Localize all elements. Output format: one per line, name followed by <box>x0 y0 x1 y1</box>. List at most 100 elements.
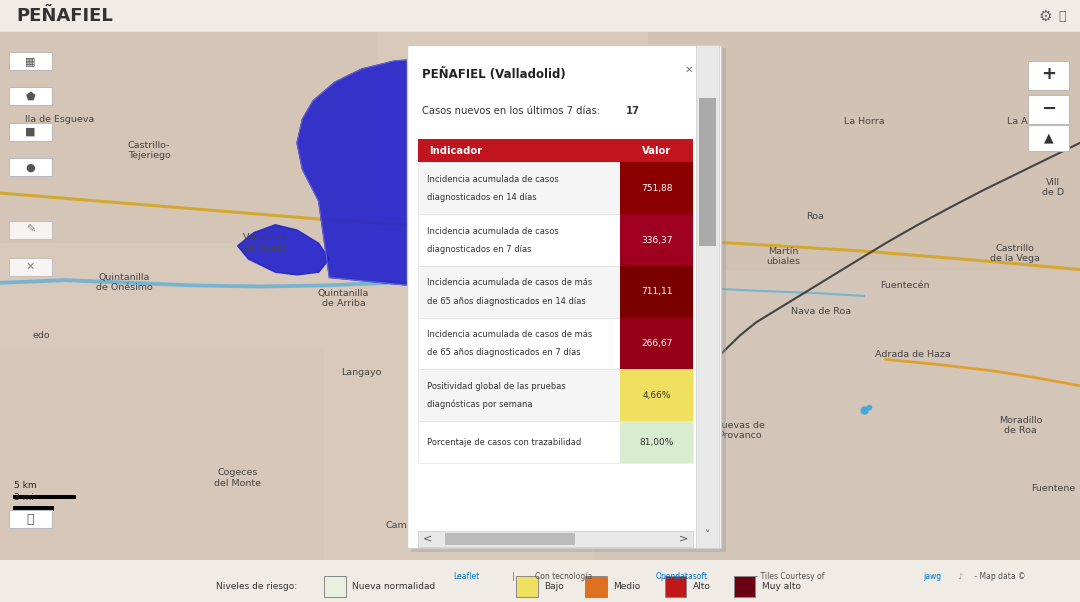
Text: jawg: jawg <box>923 573 942 582</box>
Text: Con tecnología: Con tecnología <box>535 573 594 582</box>
Text: La Ag: La Ag <box>1008 117 1034 126</box>
Text: Roa: Roa <box>807 213 824 222</box>
Text: Alto: Alto <box>693 582 711 591</box>
Text: Valbuena
de Duero: Valbuena de Duero <box>243 234 286 253</box>
Text: Fuentecén: Fuentecén <box>880 281 930 290</box>
Text: Porcentaje de casos con trazabilidad: Porcentaje de casos con trazabilidad <box>427 438 581 447</box>
Text: −: − <box>1041 99 1056 117</box>
Bar <box>516 576 538 597</box>
Text: diagnosticados en 14 días: diagnosticados en 14 días <box>427 193 537 202</box>
Text: Vill
de D: Vill de D <box>1042 178 1064 197</box>
Text: 336,37: 336,37 <box>640 235 673 244</box>
Bar <box>13 494 76 499</box>
Text: de 65 años diagnosticados en 7 días: de 65 años diagnosticados en 7 días <box>427 349 580 358</box>
Text: Leaflet: Leaflet <box>454 573 480 582</box>
Bar <box>418 266 693 318</box>
Text: 4,66%: 4,66% <box>643 391 671 400</box>
Text: ▦: ▦ <box>25 56 36 66</box>
Text: Castrillo
de la Vega: Castrillo de la Vega <box>990 244 1040 264</box>
Text: Positividad global de las pruebas: Positividad global de las pruebas <box>427 382 565 391</box>
Text: Medio: Medio <box>613 582 640 591</box>
Bar <box>0 32 378 243</box>
Text: Castrillo-
Tejeriego: Castrillo- Tejeriego <box>127 141 171 161</box>
Text: Muy alto: Muy alto <box>762 582 801 591</box>
Text: de 65 años diagnosticados en 14 días: de 65 años diagnosticados en 14 días <box>427 297 585 306</box>
Text: Campaspero: Campaspero <box>386 521 446 530</box>
Text: Martín
ubiales: Martín ubiales <box>766 247 800 266</box>
Bar <box>9 158 52 176</box>
Bar <box>9 123 52 141</box>
Bar <box>620 266 693 318</box>
Text: - Tiles Courtesy of: - Tiles Courtesy of <box>753 573 827 582</box>
Bar <box>418 163 693 214</box>
Text: Valor: Valor <box>642 146 672 156</box>
Text: +: + <box>1041 65 1056 83</box>
Bar <box>9 87 52 105</box>
Bar <box>407 45 721 548</box>
Text: ˅: ˅ <box>704 530 711 540</box>
Text: |: | <box>510 573 517 582</box>
Text: Bajo: Bajo <box>544 582 564 591</box>
Text: ■: ■ <box>25 127 36 137</box>
Bar <box>418 370 693 421</box>
Bar <box>1028 125 1069 150</box>
Text: PEÑAFIEL (Valladolid): PEÑAFIEL (Valladolid) <box>422 68 566 81</box>
Text: Incidencia acumulada de casos de más: Incidencia acumulada de casos de más <box>427 279 592 288</box>
Text: ♪: ♪ <box>956 573 963 582</box>
Bar <box>9 221 52 239</box>
Text: PEÑAFIEL: PEÑAFIEL <box>16 7 113 25</box>
Bar <box>648 32 1080 270</box>
Bar <box>418 214 693 266</box>
Text: 17: 17 <box>625 106 639 116</box>
Bar <box>699 98 716 246</box>
Text: >: > <box>678 534 688 544</box>
Text: Cogeces
del Monte: Cogeces del Monte <box>214 468 261 488</box>
Bar <box>9 510 52 529</box>
Text: 711,11: 711,11 <box>640 287 673 296</box>
Text: Incidencia acumulada de casos de más: Incidencia acumulada de casos de más <box>427 330 592 339</box>
Text: <: < <box>423 534 433 544</box>
Bar <box>734 576 756 597</box>
Polygon shape <box>297 58 594 285</box>
Bar <box>418 421 693 464</box>
Text: ✕: ✕ <box>26 262 35 272</box>
Text: edo: edo <box>32 331 50 340</box>
Text: 266,67: 266,67 <box>640 339 673 348</box>
Text: lla de Esgueva: lla de Esgueva <box>25 114 94 123</box>
Text: - Map data ©: - Map data © <box>972 573 1028 582</box>
Bar <box>620 163 693 214</box>
Text: 3 mi: 3 mi <box>14 493 35 502</box>
Bar <box>620 214 693 266</box>
Bar <box>585 576 607 597</box>
Bar <box>1028 61 1069 90</box>
Text: diagnosticados en 7 días: diagnosticados en 7 días <box>427 245 531 254</box>
Text: Nueva normalidad: Nueva normalidad <box>352 582 435 591</box>
Bar <box>594 270 1080 560</box>
Text: Opendatasoft: Opendatasoft <box>656 573 708 582</box>
Bar <box>9 52 52 70</box>
Bar <box>418 318 693 370</box>
Text: 751,88: 751,88 <box>640 184 673 193</box>
Text: Indicador: Indicador <box>429 146 482 156</box>
Bar <box>411 48 726 551</box>
Text: ⧉: ⧉ <box>27 513 33 526</box>
Bar <box>620 370 693 421</box>
Text: 81,00%: 81,00% <box>639 438 674 447</box>
Bar <box>665 576 687 597</box>
Text: Moradillo
de Roa: Moradillo de Roa <box>999 415 1042 435</box>
Bar <box>418 531 693 547</box>
Text: ✎: ✎ <box>26 225 35 235</box>
Bar <box>1028 95 1069 125</box>
Polygon shape <box>238 225 329 275</box>
Text: La Horra: La Horra <box>843 117 885 126</box>
Bar <box>696 45 719 548</box>
Text: ⬟: ⬟ <box>26 92 35 101</box>
Text: Quintanilla
de Arriba: Quintanilla de Arriba <box>318 289 369 308</box>
Bar <box>620 318 693 370</box>
Text: ⚙: ⚙ <box>1039 8 1052 23</box>
Bar <box>620 421 693 464</box>
Text: Cuevas de
Provanco: Cuevas de Provanco <box>715 421 765 440</box>
Text: 🔍: 🔍 <box>1058 10 1065 22</box>
Text: ✕: ✕ <box>685 65 693 75</box>
Text: Casos nuevos en los últimos 7 días:: Casos nuevos en los últimos 7 días: <box>422 106 604 116</box>
